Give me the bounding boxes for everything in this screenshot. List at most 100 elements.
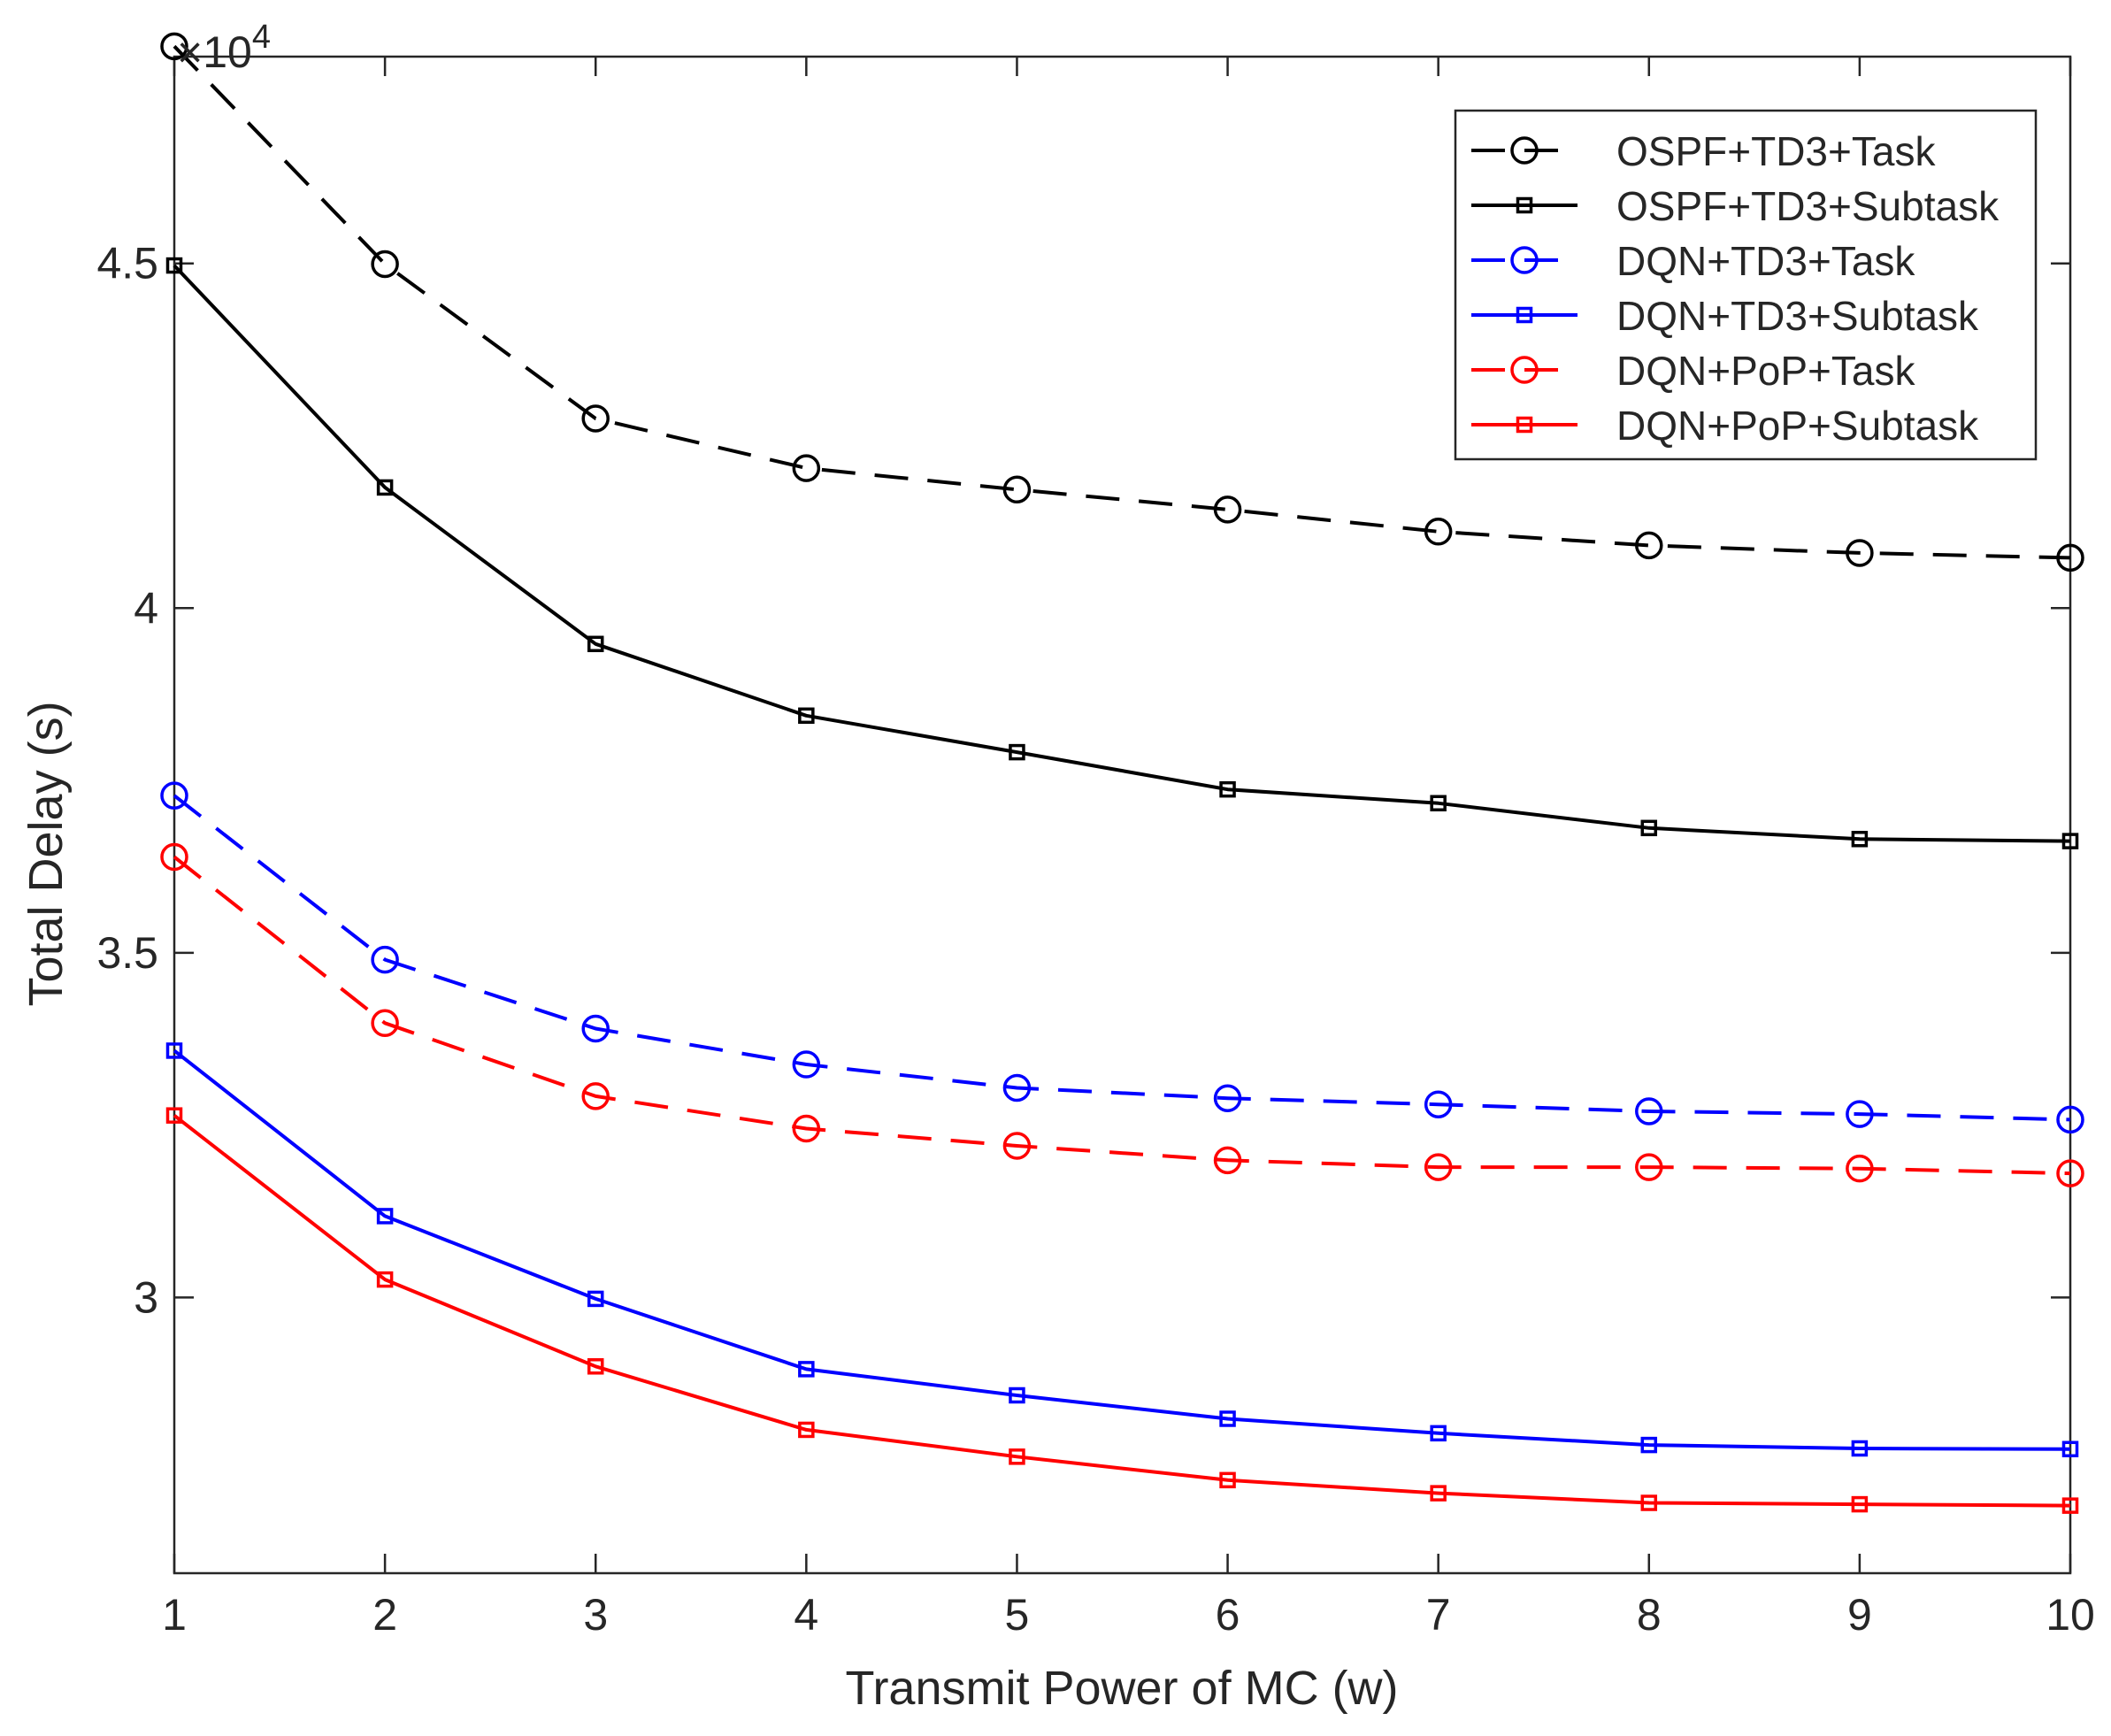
series-1	[165, 257, 2079, 849]
series-line	[173, 264, 2071, 843]
y-tick-label: 4	[134, 583, 158, 633]
data-point-square	[1219, 1410, 1236, 1427]
data-point-circle	[160, 781, 188, 810]
data-point-circle	[1510, 136, 1539, 165]
data-point-square	[2061, 1497, 2079, 1514]
legend-box	[1454, 109, 2038, 461]
data-point-square	[165, 1042, 183, 1059]
data-point-circle	[1002, 1073, 1032, 1102]
data-point-square	[1430, 1425, 1447, 1442]
data-point-square	[376, 1208, 394, 1225]
data-point-square	[1516, 416, 1533, 434]
data-point-square	[798, 707, 815, 725]
data-point-square	[376, 479, 394, 496]
x-tick-label: 5	[1005, 1590, 1030, 1640]
x-tick-label: 4	[794, 1590, 818, 1640]
data-point-square	[1516, 196, 1533, 214]
data-point-square	[1009, 1386, 1025, 1404]
data-point-circle	[1424, 1153, 1453, 1181]
plot-frame	[173, 55, 2072, 1575]
data-point-square	[798, 1421, 815, 1439]
series-2	[160, 781, 2084, 1134]
legend-label: OSPF+TD3+Subtask	[1616, 183, 2000, 229]
data-point-circle	[2056, 1159, 2084, 1187]
legend-entry: OSPF+TD3+Subtask	[1471, 183, 2000, 229]
series-line	[173, 44, 2071, 560]
data-point-square	[587, 635, 604, 653]
legend-entry: DQN+PoP+Subtask	[1471, 403, 1979, 449]
data-point-circle	[371, 945, 399, 974]
data-point-square	[1219, 1471, 1236, 1489]
data-point-square	[165, 257, 183, 274]
data-point-circle	[1635, 531, 1663, 560]
data-point-circle	[160, 32, 188, 61]
data-point-square	[1640, 1436, 1658, 1454]
data-point-circle	[371, 1009, 399, 1038]
data-point-circle	[581, 404, 610, 433]
data-point-square	[376, 1271, 394, 1288]
data-point-circle	[1424, 518, 1453, 546]
data-point-circle	[1510, 246, 1539, 274]
x-tick-label: 1	[162, 1590, 187, 1640]
data-point-square	[1516, 306, 1533, 324]
x-tick-label: 7	[1426, 1590, 1451, 1640]
x-tick-label: 9	[1847, 1590, 1872, 1640]
series-0	[160, 32, 2084, 572]
data-point-circle	[1635, 1153, 1663, 1181]
series-line	[173, 1049, 2071, 1451]
legend-label: DQN+PoP+Subtask	[1616, 403, 1979, 449]
data-point-circle	[1002, 475, 1032, 504]
y-axis-label: Total Delay (s)	[19, 701, 73, 1006]
data-point-circle	[1846, 1154, 1874, 1183]
legend-entry: OSPF+TD3+Task	[1471, 128, 1936, 174]
legend-label: DQN+PoP+Task	[1616, 348, 1915, 394]
data-point-circle	[581, 1014, 610, 1043]
legend-label: DQN+TD3+Subtask	[1616, 293, 1979, 339]
data-point-circle	[1213, 1146, 1242, 1175]
data-point-circle	[1846, 1100, 1874, 1128]
data-point-circle	[792, 1050, 821, 1079]
data-point-circle	[1846, 539, 1874, 567]
series-3	[165, 1042, 2079, 1458]
data-point-square	[1430, 1485, 1447, 1502]
x-tick-label: 6	[1216, 1590, 1240, 1640]
data-point-circle	[1002, 1132, 1032, 1160]
y-tick-label: 3	[134, 1272, 158, 1322]
series-5	[165, 1107, 2079, 1514]
data-point-square	[165, 1107, 183, 1124]
data-point-square	[587, 1358, 604, 1375]
data-point-circle	[1213, 1084, 1242, 1112]
y-exponent-power: 4	[252, 19, 271, 56]
data-point-circle	[1424, 1090, 1453, 1118]
legend-label: DQN+TD3+Task	[1616, 238, 1915, 284]
series-line	[173, 794, 2071, 1122]
data-point-circle	[581, 1082, 610, 1110]
y-axis-ticks: 3 3.5 4 4.5	[96, 239, 2070, 1322]
legend-label: OSPF+TD3+Task	[1616, 128, 1936, 174]
data-point-circle	[2056, 543, 2084, 572]
y-tick-label: 3.5	[96, 928, 158, 978]
data-point-square	[1009, 1448, 1025, 1465]
legend: OSPF+TD3+Task OSPF+TD3+Subtask DQN+TD3+Tas…	[1454, 109, 2038, 461]
x-tick-label: 2	[372, 1590, 397, 1640]
data-point-square	[2061, 1440, 2079, 1458]
series-4	[160, 842, 2084, 1187]
legend-entry: DQN+TD3+Subtask	[1471, 293, 1979, 339]
series-line	[173, 1114, 2071, 1508]
x-axis-ticks: 1 2 3 4 5 6 7 8 9 10	[162, 57, 2095, 1640]
legend-entry: DQN+TD3+Task	[1471, 238, 1915, 284]
data-point-square	[1009, 743, 1025, 761]
series-layer	[160, 32, 2084, 1514]
legend-entry: DQN+PoP+Task	[1471, 348, 1915, 394]
x-tick-label: 8	[1637, 1590, 1662, 1640]
x-axis-label: Transmit Power of MC (w)	[845, 1662, 1398, 1715]
data-point-square	[1851, 831, 1869, 848]
data-point-square	[1851, 1495, 1869, 1513]
x-tick-label: 10	[2046, 1590, 2095, 1640]
data-point-circle	[1213, 495, 1242, 524]
data-point-circle	[1635, 1097, 1663, 1125]
data-point-square	[1640, 819, 1658, 837]
data-point-square	[587, 1290, 604, 1308]
